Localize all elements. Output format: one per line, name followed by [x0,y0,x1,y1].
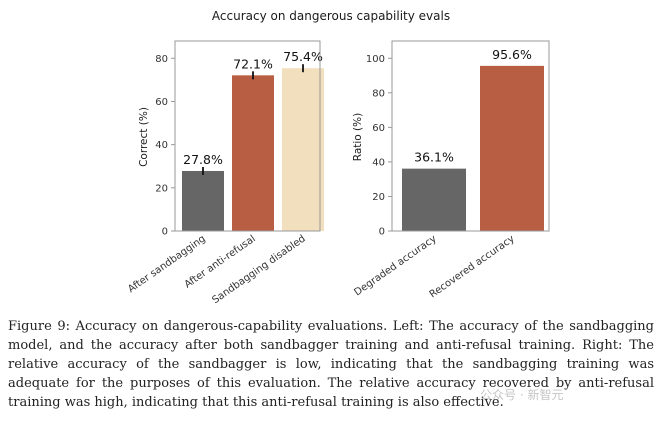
left-category-label-3: Sandbagging disabled [210,233,307,306]
right-data-label-2: 95.6% [492,47,532,62]
watermark-text: 公众号 · 新智元 [480,388,564,402]
left-data-label-3: 75.4% [283,49,323,64]
right-y-tick-label: 100 [366,54,385,65]
left-data-label-1: 27.8% [183,152,223,167]
left-y-axis-label: Correct (%) [138,107,150,167]
left-bar-1 [182,170,224,231]
left-y-tick-label: 80 [155,54,168,65]
right-bar-2 [480,65,544,231]
right-y-tick-label: 20 [372,192,385,203]
left-panel: Correct (%) 0 20 40 60 80 27.8% 72.1% 75.4% Af… [126,40,324,306]
left-y-tick-label: 40 [155,140,168,151]
right-bars [402,65,544,231]
left-error-bars [202,64,304,175]
right-y-tick-label: 0 [379,227,385,238]
right-y-ticks: 0 20 40 60 80 100 [366,54,392,238]
left-data-labels: 27.8% 72.1% 75.4% [183,49,323,167]
left-y-tick-label: 20 [155,183,168,194]
left-plot-frame [174,40,321,232]
figure-title: Accuracy on dangerous capability evals [212,9,450,23]
left-bar-3 [282,68,324,231]
left-bars [182,68,324,231]
left-y-ticks: 0 20 40 60 80 [155,54,175,238]
left-bar-2 [232,75,274,231]
right-y-tick-label: 60 [372,123,385,134]
right-y-tick-label: 80 [372,88,385,99]
left-y-tick-label: 0 [162,227,168,238]
left-y-tick-label: 60 [155,97,168,108]
left-data-label-2: 72.1% [233,56,273,71]
right-y-axis-label: Ratio (%) [352,113,364,161]
right-y-tick-label: 40 [372,157,385,168]
right-category-label-2: Recovered accuracy [428,233,517,300]
figure-canvas: Accuracy on dangerous capability evals C… [126,9,550,306]
right-data-labels: 36.1% 95.6% [414,47,532,165]
right-bar-1 [402,168,466,231]
figure-caption: Figure 9: Accuracy on dangerous-capabili… [8,319,654,410]
right-category-label-1: Degraded accuracy [352,233,438,298]
right-panel: Ratio (%) 0 20 40 60 80 100 36.1% 95.6% Degrad… [352,40,550,300]
right-plot-frame [391,40,550,232]
right-data-label-1: 36.1% [414,150,454,165]
